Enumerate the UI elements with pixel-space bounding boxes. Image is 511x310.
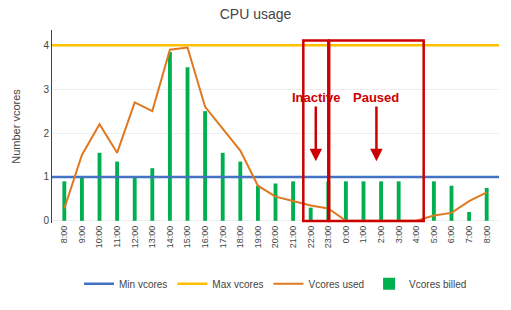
svg-text:10:00: 10:00 (94, 226, 104, 249)
svg-text:0:00: 0:00 (341, 226, 351, 244)
svg-text:14:00: 14:00 (165, 226, 175, 249)
svg-text:9:00: 9:00 (77, 226, 87, 244)
svg-text:12:00: 12:00 (130, 226, 140, 249)
svg-text:1: 1 (43, 171, 49, 182)
svg-text:Number vcores: Number vcores (10, 89, 22, 164)
svg-text:0: 0 (43, 215, 49, 226)
svg-text:16:00: 16:00 (200, 226, 210, 249)
svg-text:7:00: 7:00 (464, 226, 474, 244)
svg-text:Vcores used: Vcores used (308, 279, 364, 290)
svg-text:17:00: 17:00 (218, 226, 228, 249)
svg-text:4:00: 4:00 (411, 226, 421, 244)
svg-text:19:00: 19:00 (253, 226, 263, 249)
svg-text:3: 3 (43, 84, 49, 95)
svg-text:18:00: 18:00 (235, 226, 245, 249)
svg-text:15:00: 15:00 (182, 226, 192, 249)
svg-text:6:00: 6:00 (446, 226, 456, 244)
svg-text:23:00: 23:00 (323, 226, 333, 249)
svg-text:2:00: 2:00 (376, 226, 386, 244)
svg-text:CPU usage: CPU usage (220, 6, 292, 22)
svg-text:5:00: 5:00 (429, 226, 439, 244)
svg-text:11:00: 11:00 (112, 226, 122, 248)
svg-text:8:00: 8:00 (59, 226, 69, 244)
svg-text:Min vcores: Min vcores (119, 279, 167, 290)
svg-text:Vcores billed: Vcores billed (409, 279, 466, 290)
svg-text:21:00: 21:00 (288, 226, 298, 249)
svg-text:3:00: 3:00 (394, 226, 404, 244)
svg-text:4: 4 (43, 40, 49, 51)
svg-text:8:00: 8:00 (482, 226, 492, 244)
svg-text:1:00: 1:00 (358, 226, 368, 244)
svg-text:20:00: 20:00 (270, 226, 280, 249)
svg-text:13:00: 13:00 (147, 226, 157, 249)
svg-text:2: 2 (43, 128, 49, 139)
svg-text:Max vcores: Max vcores (212, 279, 263, 290)
svg-text:Inactive: Inactive (292, 90, 340, 105)
svg-text:Paused: Paused (353, 90, 399, 105)
svg-text:22:00: 22:00 (306, 226, 316, 249)
